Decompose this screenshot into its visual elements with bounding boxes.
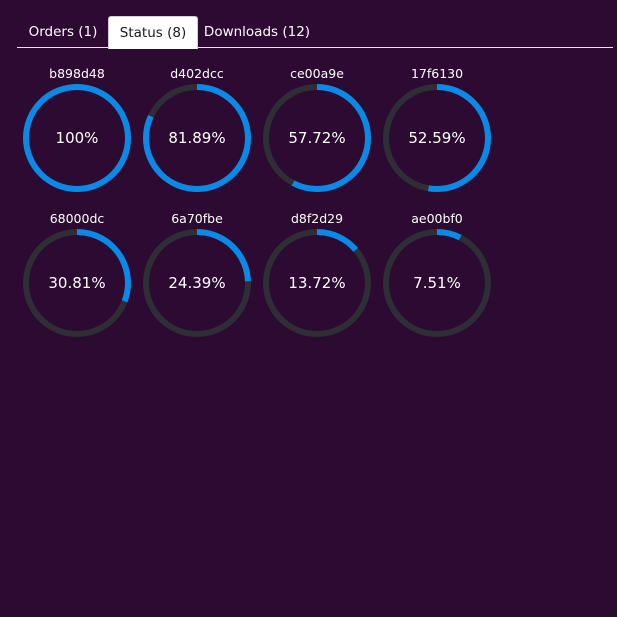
- tab-status[interactable]: Status (8): [108, 16, 198, 49]
- progress-ring-arc: [263, 229, 371, 337]
- progress-ring-arc: [23, 84, 131, 192]
- progress-item-id: d402dcc: [170, 66, 224, 81]
- progress-ring-arc: [143, 229, 251, 337]
- progress-item-id: 17f6130: [410, 66, 464, 81]
- progress-ring: [23, 84, 131, 192]
- tab-bar: Orders (1) Status (8) Downloads (12): [17, 16, 613, 49]
- progress-item-id: ce00a9e: [290, 66, 344, 81]
- progress-ring: [143, 229, 251, 337]
- progress-value: 24.39%: [168, 274, 226, 292]
- progress-value: 30.81%: [48, 274, 106, 292]
- progress-ring: [263, 84, 371, 192]
- progress-ring: [143, 84, 251, 192]
- progress-ring-arc: [263, 84, 371, 192]
- progress-ring: [263, 229, 371, 337]
- progress-value: 81.89%: [168, 129, 226, 147]
- progress-ring-arc: [23, 229, 131, 337]
- progress-ring-arc: [383, 84, 491, 192]
- progress-ring: [23, 229, 131, 337]
- progress-item-id: d8f2d29: [290, 211, 344, 226]
- progress-item-id: b898d48: [49, 66, 105, 81]
- progress-value: 13.72%: [288, 274, 346, 292]
- progress-value: 100%: [55, 129, 99, 147]
- progress-value: 7.51%: [413, 274, 461, 292]
- progress-ring: [383, 229, 491, 337]
- progress-ring: [383, 84, 491, 192]
- progress-ring-arc: [383, 229, 491, 337]
- progress-ring-arc: [143, 84, 251, 192]
- tab-orders[interactable]: Orders (1): [28, 24, 98, 40]
- progress-item-id: ae00bf0: [411, 211, 463, 226]
- progress-value: 57.72%: [288, 129, 346, 147]
- tab-downloads[interactable]: Downloads (12): [203, 24, 311, 40]
- progress-item-id: 68000dc: [49, 211, 105, 226]
- progress-item-id: 6a70fbe: [171, 211, 223, 226]
- progress-value: 52.59%: [408, 129, 466, 147]
